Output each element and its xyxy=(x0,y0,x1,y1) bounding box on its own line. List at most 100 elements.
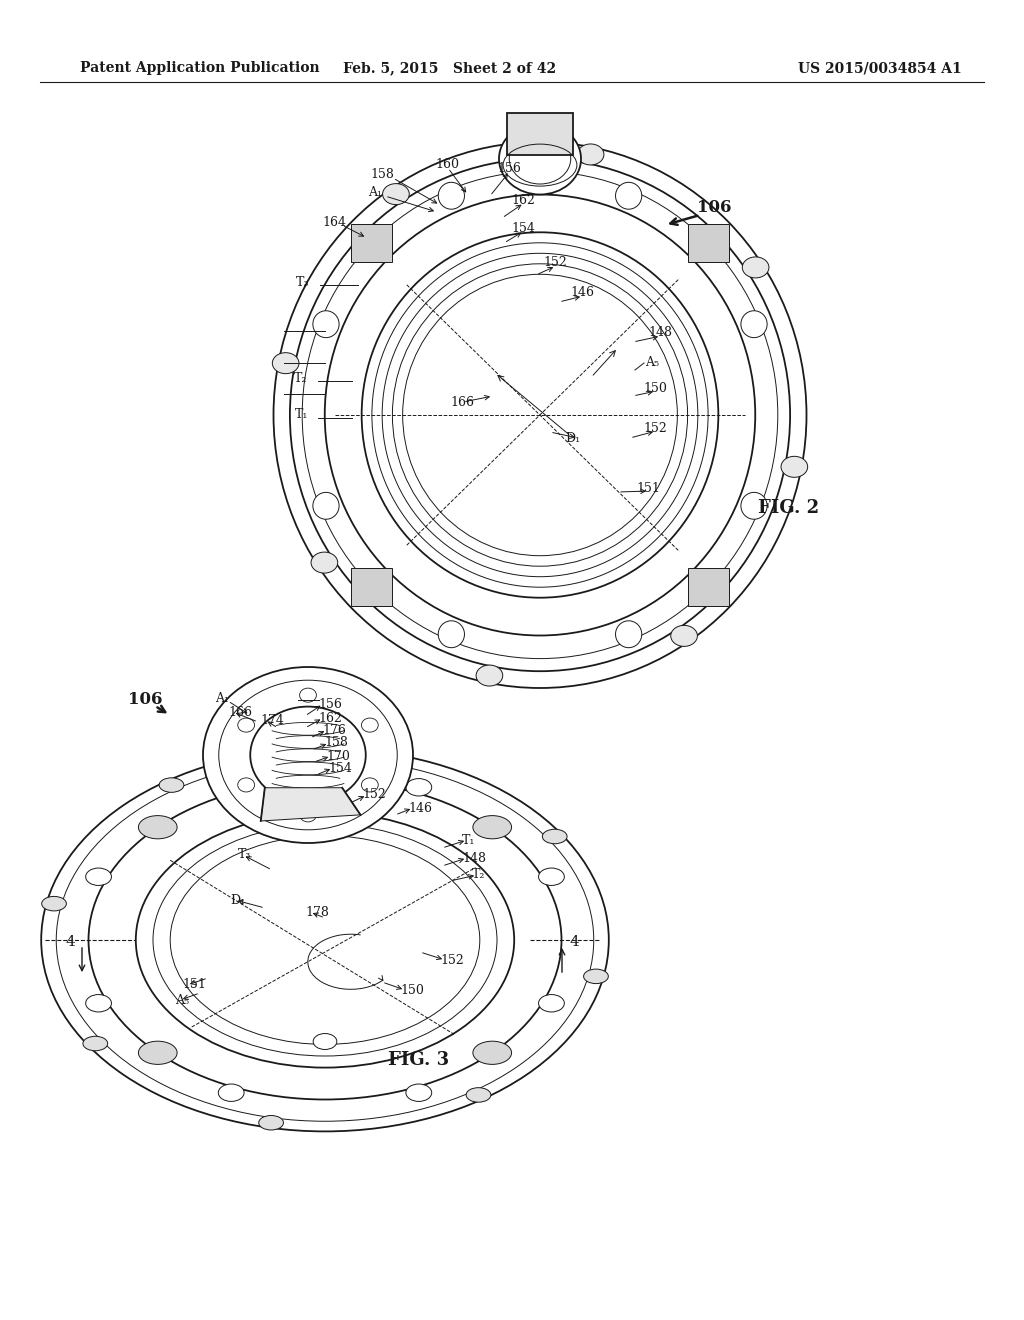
Text: 148: 148 xyxy=(462,851,486,865)
Ellipse shape xyxy=(383,183,410,205)
Ellipse shape xyxy=(671,626,697,647)
Ellipse shape xyxy=(406,779,432,796)
Text: T₂: T₂ xyxy=(294,371,307,384)
Ellipse shape xyxy=(473,1041,512,1064)
Text: 162: 162 xyxy=(318,711,342,725)
Ellipse shape xyxy=(203,667,413,843)
Text: A₅: A₅ xyxy=(175,994,189,1006)
Ellipse shape xyxy=(741,492,767,519)
Ellipse shape xyxy=(466,1088,490,1102)
FancyBboxPatch shape xyxy=(351,224,392,261)
Text: 152: 152 xyxy=(643,421,667,434)
Ellipse shape xyxy=(259,1115,284,1130)
Ellipse shape xyxy=(313,1034,337,1049)
Text: 106: 106 xyxy=(697,199,731,216)
Text: 152: 152 xyxy=(440,953,464,966)
Ellipse shape xyxy=(86,869,112,886)
Ellipse shape xyxy=(438,620,465,648)
FancyBboxPatch shape xyxy=(351,569,392,606)
Ellipse shape xyxy=(238,718,255,733)
Text: T₁: T₁ xyxy=(462,833,475,846)
Ellipse shape xyxy=(86,994,112,1012)
Ellipse shape xyxy=(615,182,642,209)
Ellipse shape xyxy=(42,896,67,911)
Ellipse shape xyxy=(138,1041,177,1064)
Ellipse shape xyxy=(218,779,244,796)
Ellipse shape xyxy=(742,257,769,279)
Text: 170: 170 xyxy=(326,750,350,763)
Text: 154: 154 xyxy=(511,222,535,235)
Ellipse shape xyxy=(138,816,177,838)
Text: A₁: A₁ xyxy=(368,186,382,199)
Text: A₅: A₅ xyxy=(645,356,659,370)
Ellipse shape xyxy=(578,144,604,165)
Text: 151: 151 xyxy=(636,482,659,495)
Text: 151: 151 xyxy=(182,978,206,991)
Text: D₁: D₁ xyxy=(230,894,245,907)
Text: 106: 106 xyxy=(128,692,163,709)
Text: 176: 176 xyxy=(322,723,346,737)
Ellipse shape xyxy=(584,969,608,983)
Text: T₃: T₃ xyxy=(238,849,251,862)
Text: 150: 150 xyxy=(400,983,424,997)
Ellipse shape xyxy=(250,706,366,804)
Ellipse shape xyxy=(367,750,391,764)
Text: 146: 146 xyxy=(408,801,432,814)
Text: T₃: T₃ xyxy=(296,276,309,289)
Text: 162: 162 xyxy=(511,194,535,206)
Text: FIG. 2: FIG. 2 xyxy=(758,499,819,517)
Ellipse shape xyxy=(313,492,339,519)
Text: 160: 160 xyxy=(435,158,459,172)
Ellipse shape xyxy=(311,552,338,573)
Ellipse shape xyxy=(473,816,512,838)
Ellipse shape xyxy=(272,352,299,374)
Text: 4: 4 xyxy=(569,935,579,949)
Text: T₁: T₁ xyxy=(295,408,308,421)
Text: 154: 154 xyxy=(328,762,352,775)
Text: 158: 158 xyxy=(324,737,348,750)
Ellipse shape xyxy=(313,310,339,338)
Ellipse shape xyxy=(741,310,767,338)
Text: Patent Application Publication: Patent Application Publication xyxy=(80,61,319,75)
Text: US 2015/0034854 A1: US 2015/0034854 A1 xyxy=(798,61,962,75)
Ellipse shape xyxy=(539,869,564,886)
Ellipse shape xyxy=(238,777,255,792)
Ellipse shape xyxy=(361,777,378,792)
Text: 158: 158 xyxy=(370,169,394,181)
Text: 148: 148 xyxy=(648,326,672,339)
Ellipse shape xyxy=(159,777,184,792)
Ellipse shape xyxy=(83,1036,108,1051)
Text: 178: 178 xyxy=(305,906,329,919)
Ellipse shape xyxy=(438,182,465,209)
Text: 156: 156 xyxy=(318,697,342,710)
Ellipse shape xyxy=(406,1084,432,1101)
Text: 166: 166 xyxy=(228,705,252,718)
Text: D₁: D₁ xyxy=(565,432,581,445)
Text: 150: 150 xyxy=(643,381,667,395)
Ellipse shape xyxy=(218,1084,244,1101)
FancyBboxPatch shape xyxy=(688,224,729,261)
Text: 174: 174 xyxy=(260,714,284,726)
Text: T₂: T₂ xyxy=(472,869,485,882)
Text: A₁: A₁ xyxy=(215,692,229,705)
Text: Feb. 5, 2015   Sheet 2 of 42: Feb. 5, 2015 Sheet 2 of 42 xyxy=(343,61,557,75)
Text: FIG. 3: FIG. 3 xyxy=(388,1051,450,1069)
Ellipse shape xyxy=(539,994,564,1012)
Text: 146: 146 xyxy=(570,286,594,300)
Ellipse shape xyxy=(300,808,316,822)
Text: 166: 166 xyxy=(450,396,474,408)
Polygon shape xyxy=(261,788,360,821)
Text: 152: 152 xyxy=(543,256,566,269)
Ellipse shape xyxy=(543,829,567,843)
Text: 164: 164 xyxy=(322,215,346,228)
Ellipse shape xyxy=(615,620,642,648)
FancyBboxPatch shape xyxy=(688,569,729,606)
Ellipse shape xyxy=(499,123,581,194)
Ellipse shape xyxy=(361,718,378,733)
Text: 152: 152 xyxy=(362,788,386,801)
Ellipse shape xyxy=(781,457,808,478)
Ellipse shape xyxy=(476,665,503,686)
Ellipse shape xyxy=(300,688,316,702)
Text: 4: 4 xyxy=(66,935,75,949)
Bar xyxy=(507,112,572,154)
